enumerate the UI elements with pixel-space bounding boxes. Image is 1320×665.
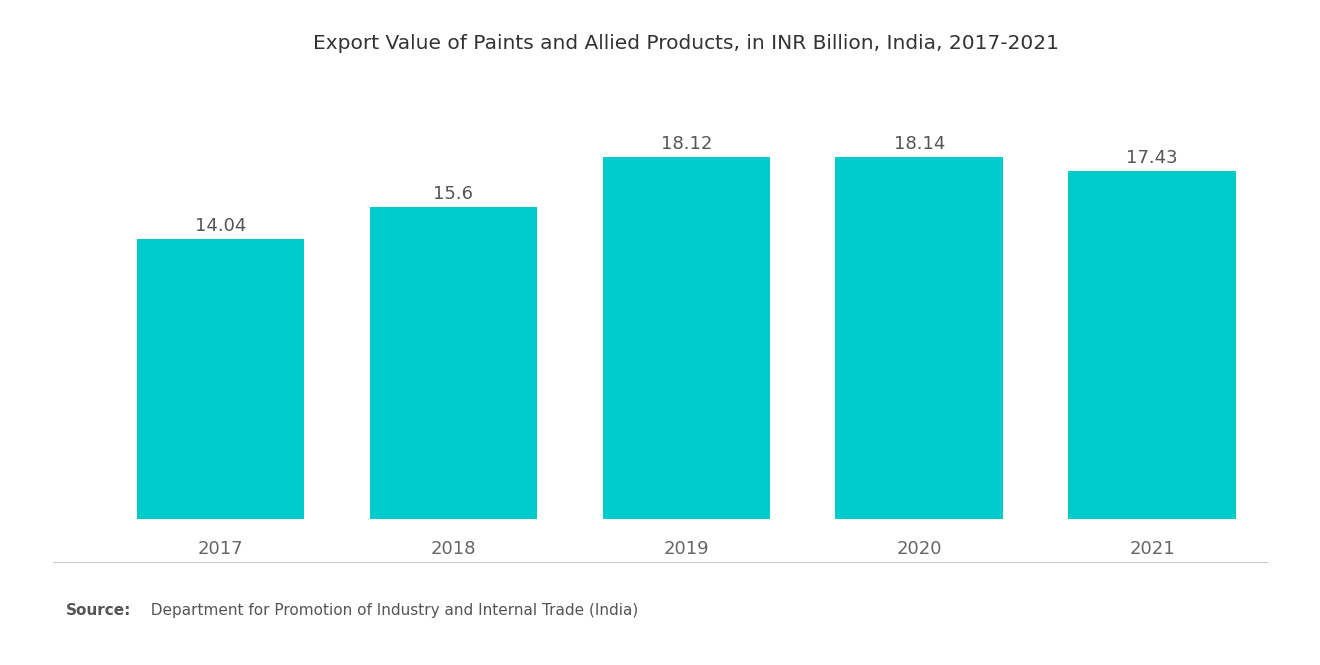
Text: 18.14: 18.14 (894, 135, 945, 153)
Bar (1068, 171, 1236, 519)
Title: Export Value of Paints and Allied Products, in INR Billion, India, 2017-2021: Export Value of Paints and Allied Produc… (313, 34, 1060, 53)
Text: 18.12: 18.12 (661, 135, 711, 153)
Text: 17.43: 17.43 (1126, 149, 1177, 167)
Text: 15.6: 15.6 (433, 186, 474, 203)
Bar (137, 239, 305, 519)
Text: 14.04: 14.04 (195, 217, 247, 235)
Text: Department for Promotion of Industry and Internal Trade (India): Department for Promotion of Industry and… (141, 603, 639, 618)
Bar (836, 157, 1003, 519)
Bar (370, 207, 537, 519)
Text: Source:: Source: (66, 603, 132, 618)
Bar (602, 157, 771, 519)
